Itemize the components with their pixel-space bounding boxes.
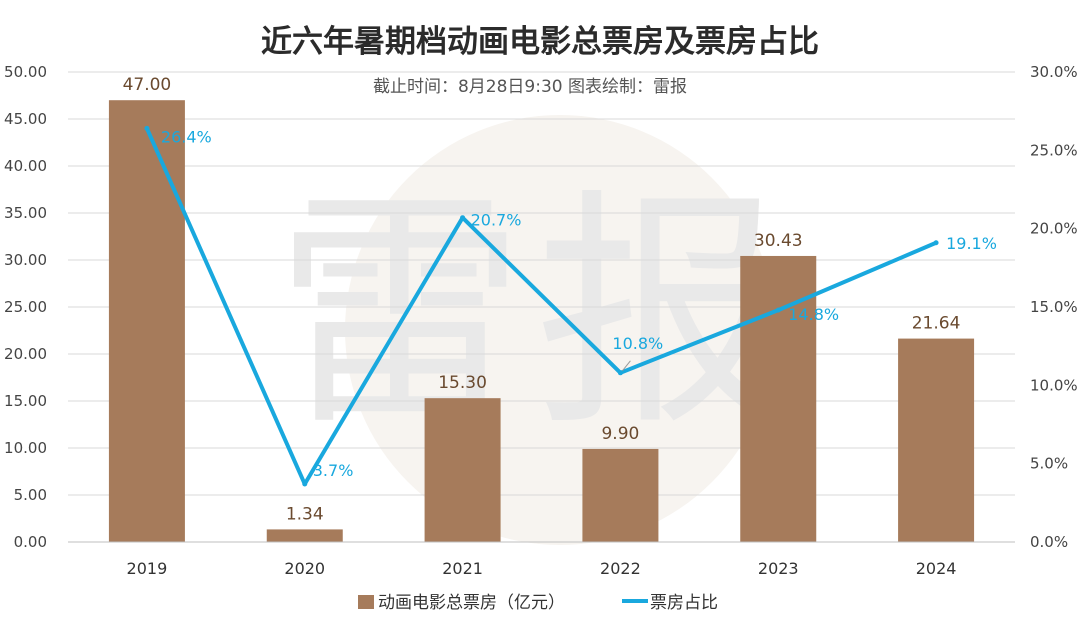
x-tick-label: 2023 bbox=[758, 559, 799, 578]
x-tick-label: 2022 bbox=[600, 559, 641, 578]
data-labels: 47.00 1.34 15.30 9.90 30.43 21.64 26.4% 3.7% 20.… bbox=[123, 75, 997, 524]
y-left-tick-label: 20.00 bbox=[4, 345, 47, 363]
bar bbox=[582, 448, 659, 542]
y-right-tick-label: 5.0% bbox=[1030, 455, 1068, 473]
y-left-tick-label: 50.00 bbox=[4, 63, 47, 81]
line-value-label: 20.7% bbox=[471, 211, 522, 230]
bar-value-label: 30.43 bbox=[754, 231, 803, 251]
bar bbox=[266, 529, 343, 542]
line-value-label: 26.4% bbox=[161, 127, 212, 146]
y-right-tick-label: 0.0% bbox=[1030, 533, 1068, 551]
bar-value-label: 21.64 bbox=[912, 314, 961, 334]
line-point bbox=[617, 370, 623, 376]
bar-value-label: 9.90 bbox=[601, 424, 639, 444]
line-point bbox=[302, 481, 308, 487]
x-tick-label: 2020 bbox=[284, 559, 325, 578]
bar bbox=[898, 338, 975, 542]
y-left-tick-label: 5.00 bbox=[14, 486, 47, 504]
line-value-label: 3.7% bbox=[313, 461, 354, 480]
bar-series bbox=[108, 100, 975, 542]
bar bbox=[424, 398, 501, 542]
x-tick-label: 2019 bbox=[127, 559, 168, 578]
line-value-label: 14.8% bbox=[788, 305, 839, 324]
line-point bbox=[775, 307, 781, 313]
x-tick-label: 2024 bbox=[916, 559, 957, 578]
line-point bbox=[144, 125, 150, 131]
legend-line-label: 票房占比 bbox=[650, 593, 718, 613]
bar-value-label: 47.00 bbox=[123, 75, 172, 95]
axes: 0.00 5.00 10.00 15.00 20.00 25.00 30.00 35.00 40… bbox=[4, 63, 1078, 578]
chart-subtitle: 截止时间：8月28日9:30 图表绘制：雷报 bbox=[373, 77, 687, 97]
line-point bbox=[933, 240, 939, 246]
y-right-tick-label: 20.0% bbox=[1030, 220, 1078, 238]
line-value-label: 10.8% bbox=[612, 334, 663, 353]
bar-value-label: 15.30 bbox=[438, 373, 487, 393]
y-left-tick-label: 30.00 bbox=[4, 251, 47, 269]
bar bbox=[740, 255, 817, 542]
y-right-tick-label: 30.0% bbox=[1030, 63, 1078, 81]
y-right-tick-label: 10.0% bbox=[1030, 376, 1078, 394]
line-label-leader bbox=[622, 360, 631, 372]
legend-bar-label: 动画电影总票房（亿元） bbox=[378, 593, 565, 613]
y-right-tick-label: 25.0% bbox=[1030, 141, 1078, 159]
y-left-tick-label: 10.00 bbox=[4, 439, 47, 457]
share-line bbox=[145, 127, 937, 487]
line-point bbox=[460, 215, 466, 221]
bar bbox=[108, 100, 185, 542]
y-left-tick-label: 15.00 bbox=[4, 392, 47, 410]
legend-bar-swatch bbox=[358, 595, 374, 609]
y-left-tick-label: 40.00 bbox=[4, 157, 47, 175]
line-value-label: 19.1% bbox=[946, 234, 997, 253]
y-left-tick-label: 45.00 bbox=[4, 110, 47, 128]
bar-value-label: 1.34 bbox=[286, 504, 324, 524]
y-left-tick-label: 25.00 bbox=[4, 298, 47, 316]
watermark-layer: 雷 报 bbox=[275, 115, 785, 545]
x-tick-label: 2021 bbox=[442, 559, 483, 578]
y-right-tick-label: 15.0% bbox=[1030, 298, 1078, 316]
y-left-tick-label: 35.00 bbox=[4, 204, 47, 222]
y-left-tick-label: 0.00 bbox=[14, 533, 47, 551]
legend: 动画电影总票房（亿元） 票房占比 bbox=[358, 593, 718, 613]
chart-title: 近六年暑期档动画电影总票房及票房占比 bbox=[261, 24, 819, 60]
line-series bbox=[144, 125, 939, 487]
